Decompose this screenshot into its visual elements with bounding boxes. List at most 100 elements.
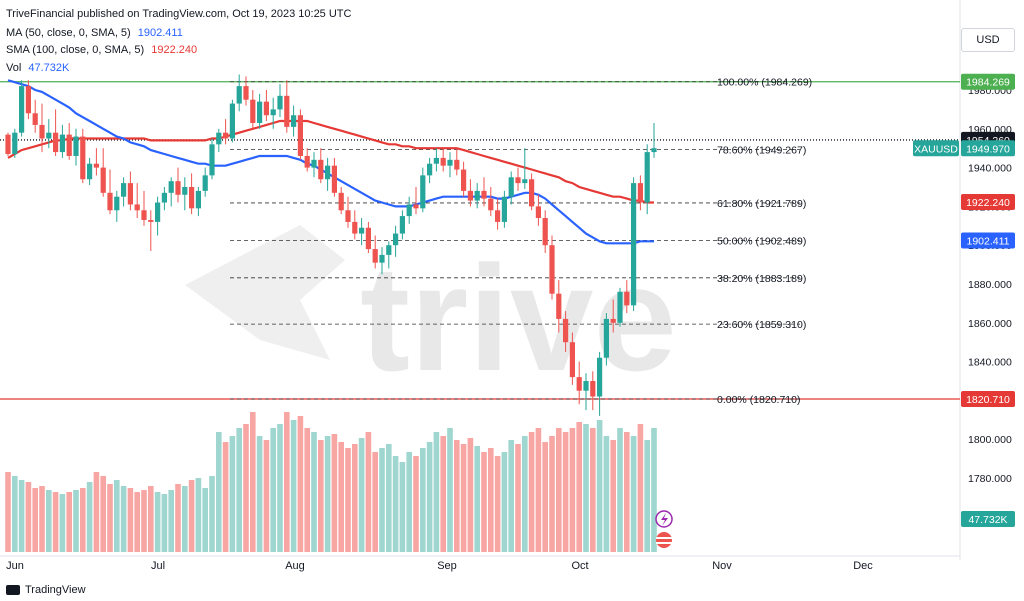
fib-label-3: 50.00% (1902.489) [717, 235, 806, 247]
candle [5, 132, 11, 156]
volume-bar [93, 472, 100, 552]
candle [631, 177, 637, 312]
candle [651, 122, 657, 158]
candle [223, 119, 229, 145]
candle [433, 148, 439, 172]
volume-bar [637, 424, 644, 552]
volume-bar [331, 434, 338, 552]
volume-bar [100, 476, 106, 552]
candle [495, 198, 501, 230]
month-label-nov: Nov [712, 560, 732, 572]
candle [53, 109, 59, 156]
candle-body [189, 187, 195, 209]
price-tag: XAUUSD [913, 140, 959, 157]
price-tag-bg [961, 232, 1015, 249]
price-tag-bg [913, 140, 959, 157]
candle [576, 361, 582, 405]
candle [644, 144, 650, 215]
volume-bar [549, 436, 555, 552]
volume-bar [481, 452, 487, 552]
legend-ma50-value: 1902.411 [137, 27, 183, 39]
volume-bar [18, 480, 25, 552]
candle [590, 371, 596, 411]
volume-bar [556, 428, 562, 552]
fib-label-4: 38.20% (1883.189) [717, 273, 806, 285]
candle [121, 177, 127, 207]
volume-bar [284, 412, 290, 552]
volume-bar [39, 486, 45, 552]
candle-body [597, 357, 603, 397]
volume-bar [12, 476, 18, 552]
candle-body [175, 181, 181, 195]
sma100-line [7, 119, 654, 204]
volume-bar [590, 428, 596, 552]
candle [304, 148, 310, 172]
candle [549, 235, 555, 300]
volume-bar [46, 490, 52, 552]
volume-bar [270, 428, 276, 552]
legend-sma100[interactable]: SMA (100, close, 0, SMA, 5) 1922.240 [6, 44, 197, 56]
volume-bar [562, 432, 569, 552]
candle [467, 179, 473, 207]
candle [406, 196, 412, 224]
price-tag: 47.732K [961, 511, 1015, 527]
candle [175, 167, 181, 203]
candle-body [651, 148, 657, 153]
candle [59, 124, 65, 158]
volume-bar [576, 422, 582, 552]
candle-body [529, 179, 535, 207]
candle [399, 210, 405, 240]
price-tag-label: XAUUSD [914, 143, 958, 155]
volume-bar [413, 456, 419, 552]
candle [386, 241, 392, 269]
volume-bar [399, 462, 406, 552]
volume-bar [290, 420, 297, 552]
candle [209, 138, 215, 180]
price-tag-bg [961, 391, 1015, 408]
price-tag-label: 1902.411 [966, 236, 1009, 248]
price-tick-label: 1940.000 [968, 163, 1012, 175]
candle-body [216, 132, 222, 145]
price-tick-label: 1880.000 [968, 279, 1012, 291]
volume-bar [141, 490, 147, 552]
candle [365, 221, 371, 253]
volume-bar [474, 446, 480, 552]
candle [250, 90, 256, 129]
candle [19, 80, 25, 137]
publisher-line: TriveFinancial published on TradingView.… [6, 8, 352, 20]
volume-bar [52, 492, 59, 552]
price-tag: 1984.269 [961, 73, 1015, 90]
candle [25, 80, 31, 120]
candle-body [481, 190, 487, 199]
fib-label-1: 78.60% (1949.267) [717, 145, 806, 157]
us-flag-stripe-icon [656, 537, 672, 539]
month-label-dec: Dec [853, 560, 873, 572]
legend-volume[interactable]: Vol 47.732K [6, 62, 69, 74]
volume-bar [494, 456, 501, 552]
candle-body [427, 163, 433, 176]
tradingview-logo-icon [6, 585, 20, 595]
footer-branding[interactable]: TradingView [6, 584, 86, 596]
price-tag: 1902.411 [961, 232, 1015, 249]
candle [66, 122, 72, 160]
volume-bar [630, 436, 637, 552]
candle-body [590, 381, 596, 397]
volume-bar [583, 424, 589, 552]
candle-body [583, 381, 589, 391]
candle-body [277, 95, 283, 110]
volume-bar [86, 482, 93, 552]
candle-body [311, 159, 317, 168]
volume-bar [651, 428, 657, 552]
candle [46, 119, 52, 149]
legend-ma50[interactable]: MA (50, close, 0, SMA, 5) 1902.411 [6, 27, 183, 39]
month-label-oct: Oct [571, 560, 588, 572]
candle [270, 97, 276, 129]
volume-bar [420, 448, 426, 552]
candle [263, 90, 269, 122]
volume-bar [426, 442, 433, 552]
price-tag-bg [961, 140, 1015, 157]
currency-button[interactable]: USD [961, 28, 1015, 52]
volume-bar [304, 428, 310, 552]
candle [297, 109, 303, 160]
